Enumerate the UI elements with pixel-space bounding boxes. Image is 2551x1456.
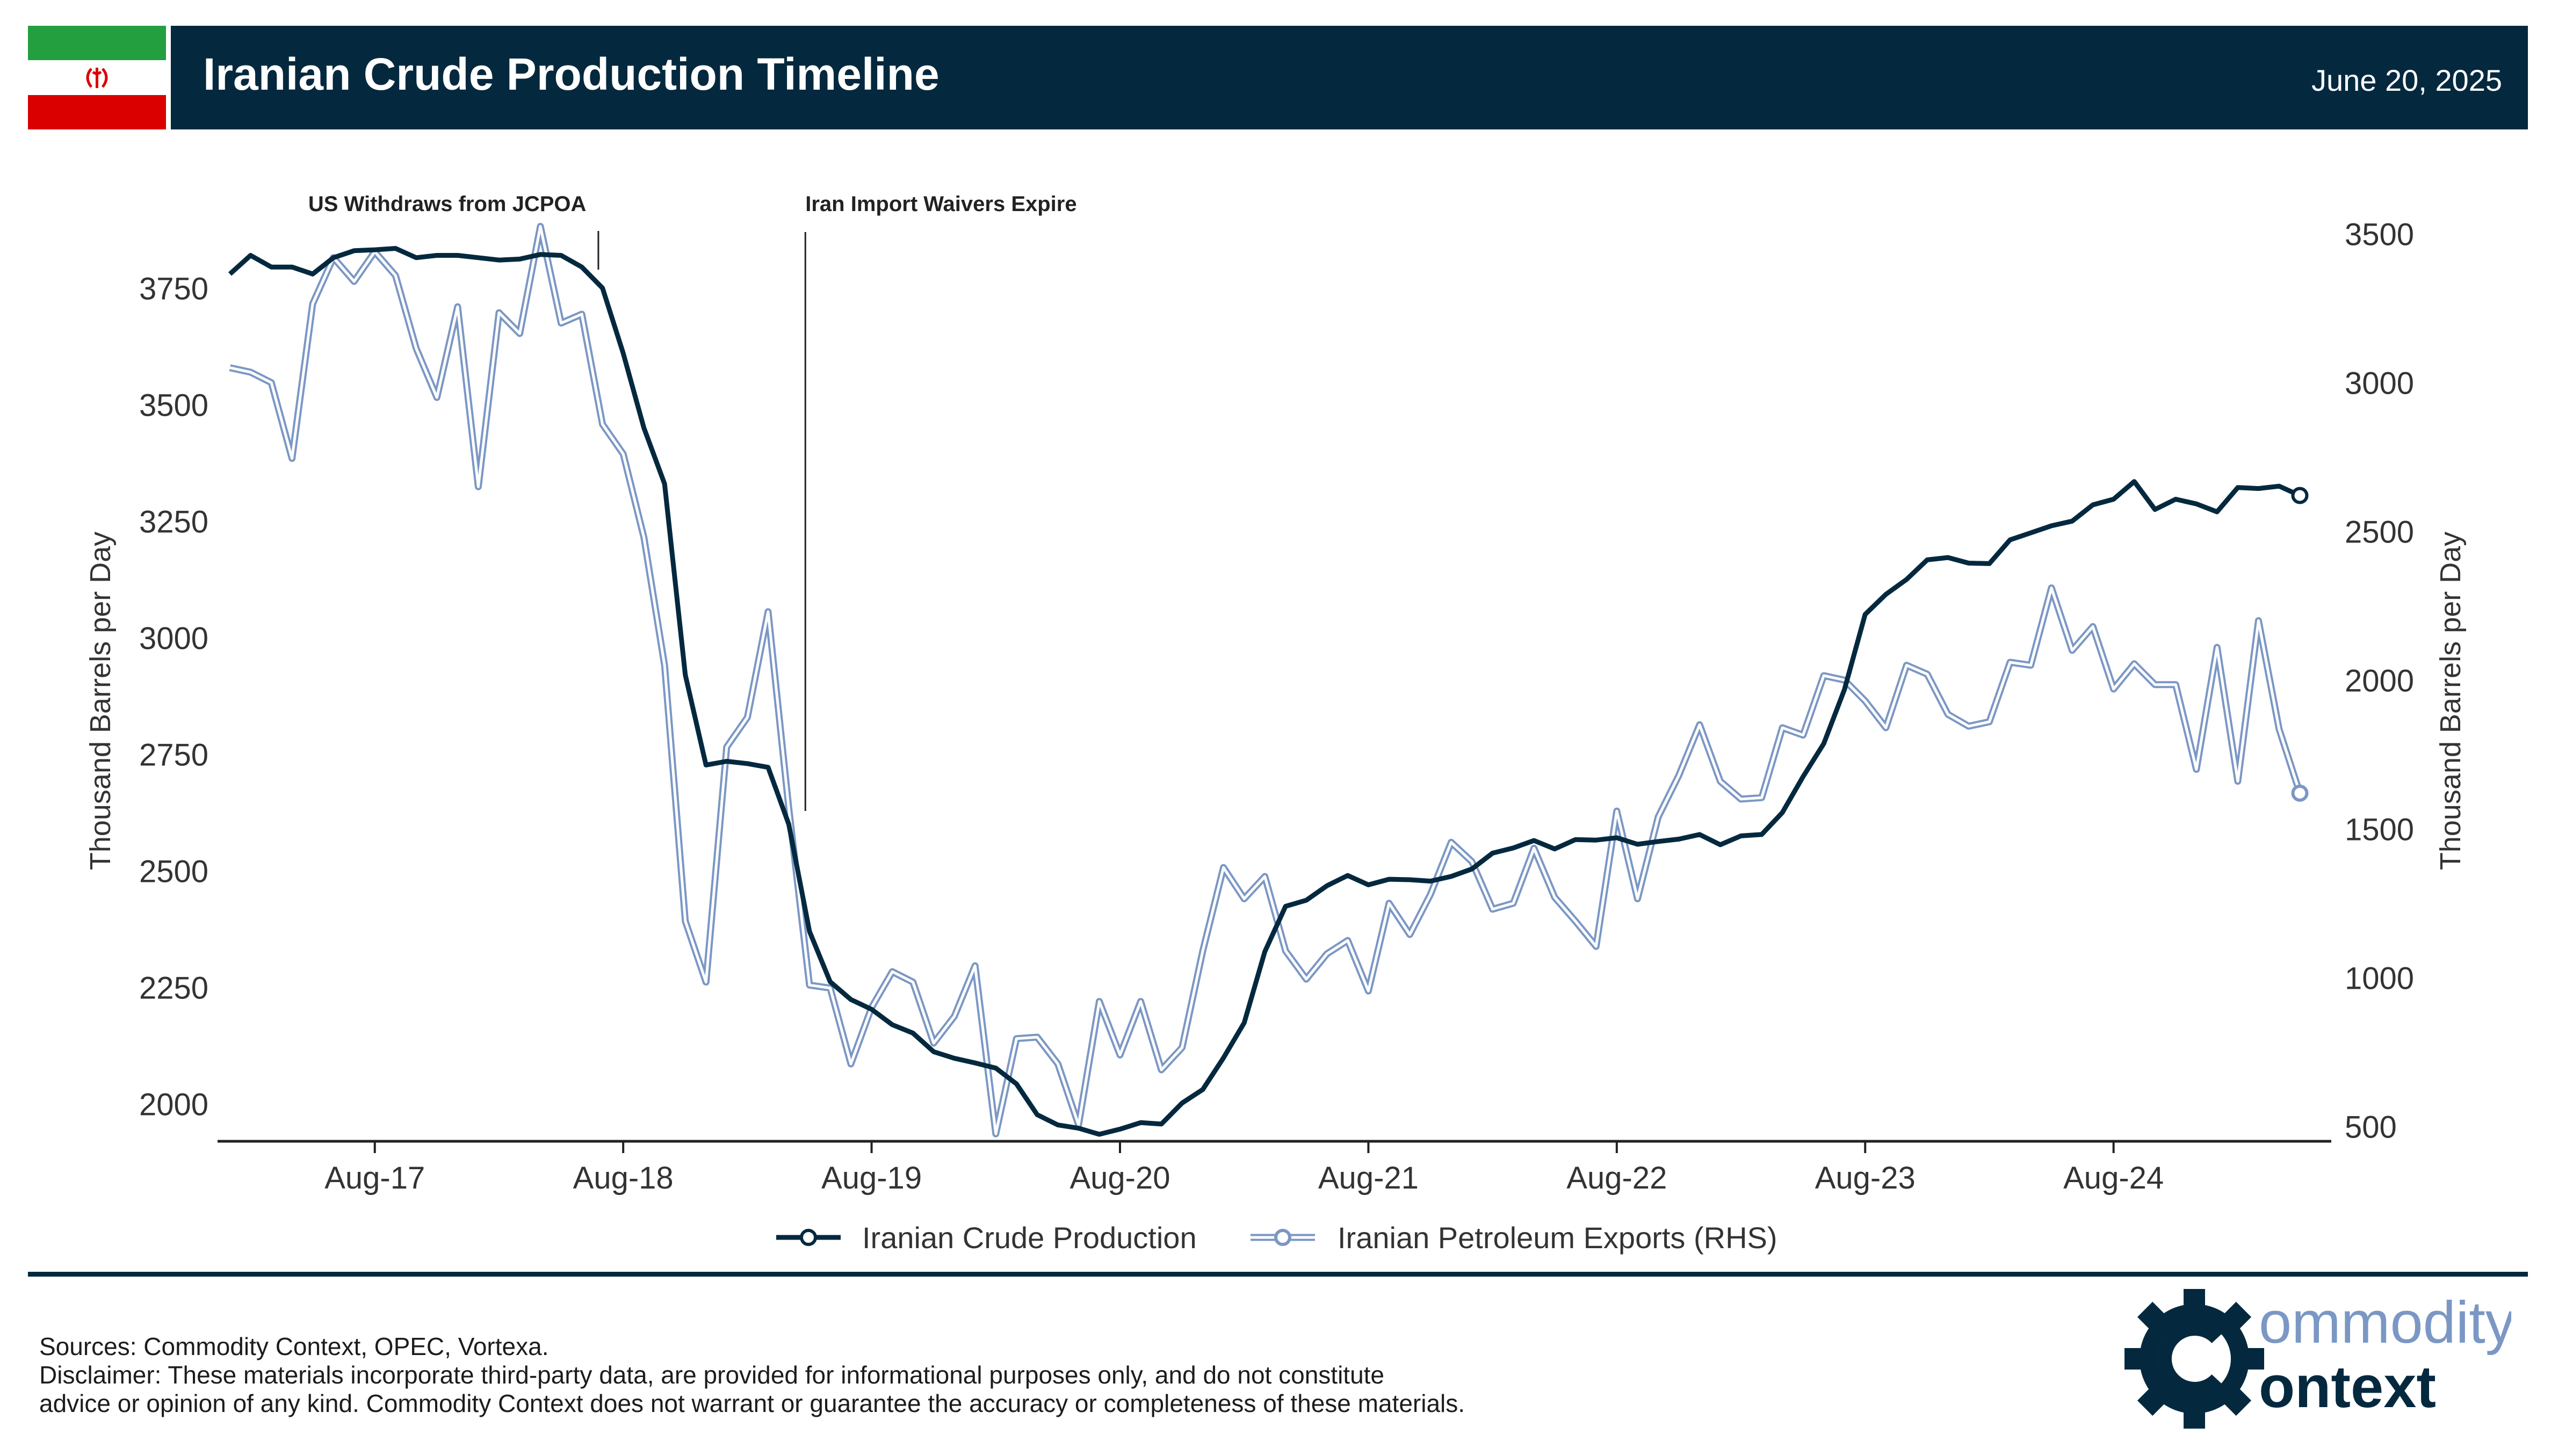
series-line-production	[228, 246, 2301, 1137]
y-tick-label-left: 2000	[139, 1088, 208, 1122]
y-tick-label-left: 2250	[139, 971, 208, 1006]
series-line-exports-outline	[229, 223, 2303, 1138]
footer-divider	[28, 1272, 2528, 1277]
legend-label-exports: Iranian Petroleum Exports (RHS)	[1338, 1221, 1777, 1255]
report-date: June 20, 2025	[2311, 63, 2502, 97]
y-tick-label-left: 2750	[139, 737, 208, 772]
y-tick-label-right: 1000	[2345, 961, 2414, 996]
disclaimer-line-1: Disclaimer: These materials incorporate …	[39, 1361, 1385, 1389]
iran-flag	[28, 26, 166, 129]
legend-marker-exports	[1274, 1229, 1291, 1246]
sources-text: Sources: Commodity Context, OPEC, Vortex…	[39, 1332, 549, 1360]
page-title: Iranian Crude Production Timeline	[203, 49, 940, 99]
y-tick-label-left: 2500	[139, 854, 208, 889]
production-end-marker	[2291, 487, 2309, 504]
annotation-label: Iran Import Waivers Expire	[805, 192, 1076, 216]
flag-emblem-icon	[86, 68, 108, 88]
y-tick-label-right: 2000	[2345, 663, 2414, 698]
y-tick-label-right: 2500	[2345, 515, 2414, 549]
disclaimer-line-2: advice or opinion of any kind. Commodity…	[39, 1389, 1465, 1417]
x-tick-label: Aug-17	[324, 1161, 425, 1196]
title-bar	[171, 26, 2528, 129]
x-tick-label: Aug-22	[1566, 1161, 1667, 1196]
logo-text-2: ontext	[2259, 1354, 2436, 1420]
y-tick-label-left: 3750	[139, 271, 208, 306]
line-chart: Aug-17 Aug-18 Aug-19 Aug-20 Aug-21 Aug-22 Aug-…	[84, 192, 2467, 1255]
commodity-context-logo: ommodity ontext	[2124, 1289, 2511, 1429]
logo-text-1: ommodity	[2259, 1290, 2511, 1356]
annotation-label: US Withdraws from JCPOA	[308, 192, 586, 216]
x-tick-label: Aug-19	[821, 1161, 922, 1196]
legend-label-production: Iranian Crude Production	[862, 1221, 1197, 1255]
x-tick-label: Aug-23	[1815, 1161, 1916, 1196]
x-tick-label: Aug-21	[1318, 1161, 1419, 1196]
y-tick-label-right: 3000	[2345, 366, 2414, 401]
y-tick-label-left: 3250	[139, 504, 208, 539]
y-tick-label-right: 3500	[2345, 217, 2414, 252]
x-tick-label: Aug-18	[573, 1161, 674, 1196]
y-tick-label-right: 1500	[2345, 812, 2414, 847]
x-tick-label: Aug-24	[2063, 1161, 2164, 1196]
gear-icon	[2124, 1289, 2264, 1429]
y-tick-label-right: 500	[2345, 1110, 2397, 1144]
y-tick-label-left: 3500	[139, 388, 208, 423]
legend-marker-production	[800, 1229, 817, 1246]
y-tick-label-left: 3000	[139, 621, 208, 656]
series-line-exports	[229, 225, 2301, 1135]
y-axis-title-left: Thousand Barrels per Day	[84, 532, 117, 870]
exports-end-marker	[2291, 784, 2309, 802]
y-axis-title-right: Thousand Barrels per Day	[2434, 532, 2467, 870]
x-tick-label: Aug-20	[1069, 1161, 1170, 1196]
